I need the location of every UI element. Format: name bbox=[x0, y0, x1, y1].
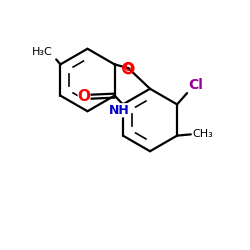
Text: H₃C: H₃C bbox=[32, 47, 53, 57]
Text: CH₃: CH₃ bbox=[192, 130, 213, 140]
Text: O: O bbox=[124, 63, 133, 73]
Text: O: O bbox=[78, 90, 90, 104]
Text: NH: NH bbox=[108, 104, 129, 117]
Text: Cl: Cl bbox=[188, 78, 203, 92]
